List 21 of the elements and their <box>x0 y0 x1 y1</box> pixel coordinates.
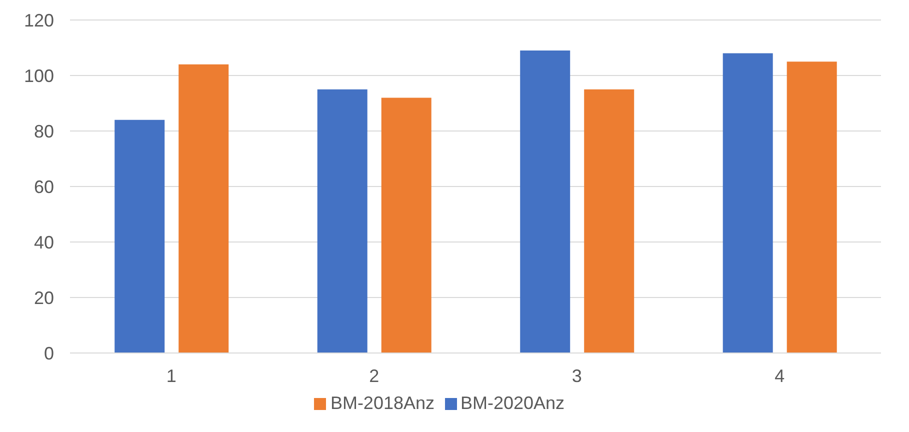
bar <box>114 120 165 353</box>
bar <box>520 50 570 353</box>
bar <box>786 62 837 353</box>
bar <box>584 89 634 353</box>
y-tick-label: 80 <box>34 121 54 142</box>
y-tick-label: 20 <box>34 288 54 308</box>
bar <box>381 98 432 353</box>
y-tick-label: 100 <box>24 66 54 86</box>
x-tick-label: 3 <box>572 366 582 386</box>
legend-label: BM-2020Anz <box>460 393 565 413</box>
x-tick-label: 1 <box>166 366 176 386</box>
y-tick-label: 40 <box>34 232 54 252</box>
legend-label: BM-2018Anz <box>330 393 434 413</box>
bar <box>178 64 229 353</box>
x-tick-label: 4 <box>774 366 785 386</box>
bar <box>722 53 773 353</box>
x-tick-label: 2 <box>369 366 380 386</box>
y-tick-label: 60 <box>34 176 54 197</box>
y-tick-label: 0 <box>44 343 54 364</box>
bar <box>317 89 368 353</box>
y-tick-label: 120 <box>24 10 54 30</box>
